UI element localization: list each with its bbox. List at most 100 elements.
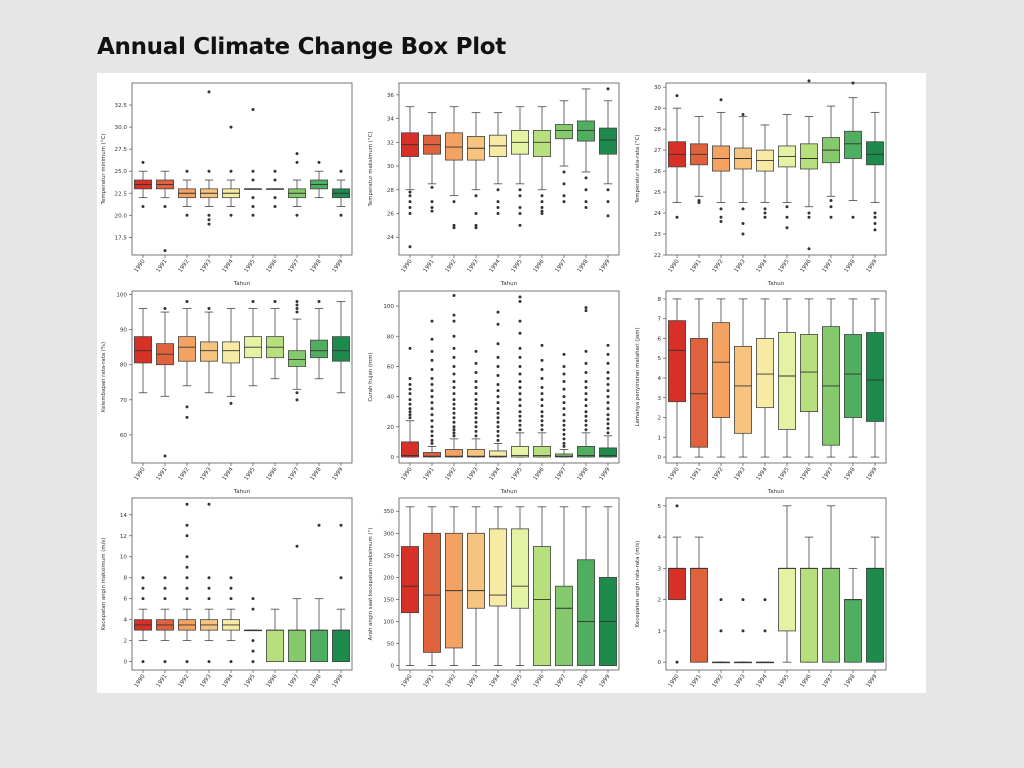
outlier-point: [185, 169, 189, 173]
outlier-point: [496, 416, 500, 420]
box-1996: [800, 536, 818, 663]
box-1993: [734, 298, 752, 458]
outlier-point: [540, 428, 544, 432]
x-tick-label: 1995: [244, 466, 257, 481]
outlier-point: [873, 211, 877, 215]
outlier-point: [207, 213, 211, 217]
outlier-point: [606, 214, 610, 218]
x-tick-label: 1993: [734, 466, 747, 481]
y-tick-label: 27: [654, 148, 662, 154]
box-1994: [756, 124, 774, 219]
y-tick-label: 0: [123, 660, 127, 666]
outlier-point: [562, 437, 566, 441]
x-tick-label: 1990: [668, 258, 681, 273]
outlier-point: [675, 660, 679, 664]
outlier-point: [273, 196, 277, 200]
x-axis-label: Tahun: [233, 281, 251, 287]
y-tick-label: 8: [657, 297, 661, 303]
outlier-point: [474, 211, 478, 215]
outlier-point: [408, 383, 412, 387]
x-tick-label: 1992: [712, 674, 725, 689]
x-tick-label: 1991: [156, 466, 169, 481]
outlier-point: [719, 219, 723, 223]
x-tick-label: 1990: [668, 673, 681, 688]
y-tick-label: 14: [120, 513, 128, 519]
outlier-point: [474, 392, 478, 396]
outlier-point: [496, 322, 500, 326]
outlier-point: [295, 160, 299, 164]
outlier-point: [606, 200, 610, 204]
outlier-point: [496, 420, 500, 424]
outlier-point: [606, 431, 610, 435]
box-1990: [134, 576, 152, 664]
box-body: [332, 629, 350, 663]
outlier-point: [719, 629, 723, 633]
box-1997: [555, 506, 573, 666]
outlier-point: [474, 411, 478, 415]
x-tick-label: 1996: [533, 673, 546, 688]
box-1990: [134, 160, 152, 208]
outlier-point: [452, 223, 456, 227]
box-body: [800, 143, 818, 170]
outlier-point: [339, 576, 343, 580]
box-1999: [332, 523, 350, 663]
outlier-point: [518, 386, 522, 390]
outlier-point: [408, 346, 412, 350]
outlier-point: [584, 386, 588, 390]
y-tick-label: 28: [387, 188, 395, 194]
outlier-point: [207, 222, 211, 226]
x-tick-label: 1998: [844, 673, 857, 688]
x-tick-label: 1997: [555, 673, 568, 688]
outlier-point: [584, 309, 588, 313]
outlier-point: [606, 426, 610, 430]
outlier-point: [430, 389, 434, 393]
y-tick-label: 25.0: [115, 169, 128, 175]
outlier-point: [496, 364, 500, 368]
outlier-point: [408, 402, 412, 406]
box-body: [800, 567, 818, 663]
outlier-point: [229, 597, 233, 601]
outlier-point: [851, 81, 855, 85]
outlier-point: [141, 204, 145, 208]
outlier-point: [229, 660, 233, 664]
outlier-point: [452, 334, 456, 338]
outlier-point: [185, 415, 189, 419]
x-tick-label: 1993: [200, 466, 213, 481]
outlier-point: [474, 398, 478, 402]
y-tick-label: 27.5: [115, 147, 128, 153]
axes-frame: [131, 290, 353, 464]
y-tick-label: 350: [383, 509, 394, 515]
x-tick-label: 1993: [734, 673, 747, 688]
axes-frame: [665, 82, 887, 256]
box-body: [489, 528, 507, 607]
x-tick-label: 1992: [178, 259, 191, 274]
outlier-point: [496, 188, 500, 192]
box-body: [401, 546, 419, 614]
panel-7: 0 2 4 6 8 10 12 14 Kecepatan angin maksimum (m/s…: [101, 497, 353, 689]
outlier-point: [606, 87, 610, 91]
outlier-point: [207, 169, 211, 173]
outlier-point: [185, 300, 189, 304]
outlier-point: [408, 194, 412, 198]
box-1997: [288, 544, 306, 663]
outlier-point: [185, 576, 189, 580]
outlier-point: [584, 206, 588, 210]
box-body: [844, 599, 862, 663]
outlier-point: [452, 386, 456, 390]
outlier-point: [496, 425, 500, 429]
x-tick-label: 1996: [800, 258, 813, 273]
y-tick-label: 100: [383, 619, 394, 625]
outlier-point: [295, 310, 299, 314]
outlier-point: [295, 152, 299, 156]
box-body: [266, 629, 284, 663]
x-tick-label: 1991: [423, 466, 436, 481]
outlier-point: [540, 206, 544, 210]
x-tick-label: 1992: [445, 259, 458, 274]
outlier-point: [606, 188, 610, 192]
box-body: [577, 446, 595, 458]
box-1990: [668, 94, 686, 219]
box-1995: [511, 106, 529, 227]
outlier-point: [496, 342, 500, 346]
y-axis-label: Temperatur maksimum (°C): [368, 132, 374, 208]
outlier-point: [295, 303, 299, 307]
